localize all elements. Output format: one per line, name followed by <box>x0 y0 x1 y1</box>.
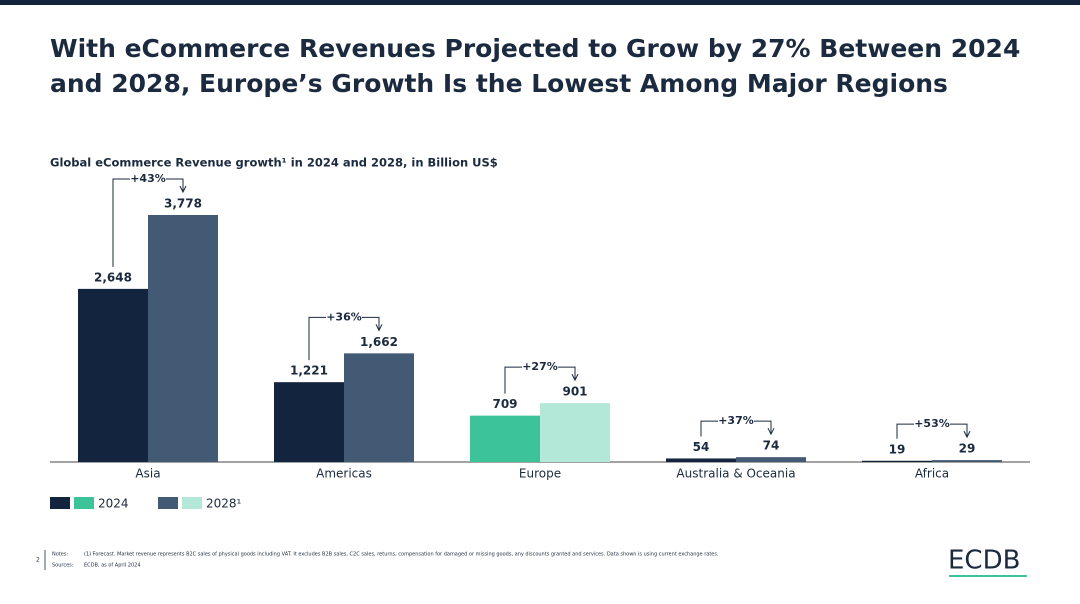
data-label: 1,221 <box>290 364 328 378</box>
data-label: 54 <box>693 440 710 454</box>
bar <box>344 353 414 462</box>
legend-swatch <box>74 497 94 509</box>
data-label: 19 <box>889 442 906 456</box>
growth-bracket <box>700 420 772 437</box>
logo-underline <box>949 575 1027 577</box>
data-label: 74 <box>763 439 780 453</box>
top-bar <box>0 0 1080 5</box>
bar <box>862 460 932 462</box>
bar <box>666 458 736 462</box>
growth-bracket <box>308 316 380 361</box>
bar <box>148 215 218 462</box>
growth-arrow <box>963 430 971 439</box>
sources: ECDB, as of April 2024 <box>84 563 141 569</box>
page-number: 2 <box>36 557 40 564</box>
growth-label: +36% <box>326 310 362 323</box>
notes: (1) Forecast. Market revenue represents … <box>84 552 719 558</box>
data-label: 3,778 <box>164 197 202 211</box>
x-tick-label: Americas <box>316 467 372 481</box>
bar <box>736 457 806 462</box>
x-tick-label: Australia & Oceania <box>676 467 795 481</box>
growth-bracket <box>896 423 968 439</box>
growth-arrow <box>767 427 775 436</box>
notes-label: Notes: <box>52 552 68 558</box>
data-label: 709 <box>492 397 517 411</box>
growth-arrow <box>571 373 579 382</box>
growth-label: +43% <box>130 172 166 185</box>
legend-swatch <box>182 497 202 509</box>
growth-arrow <box>179 185 187 194</box>
legend-swatch <box>50 497 70 509</box>
bar <box>78 288 148 462</box>
growth-arrow <box>375 324 383 332</box>
logo: ECDB <box>948 546 1020 576</box>
data-label: 1,662 <box>360 335 398 349</box>
growth-label: +27% <box>522 360 558 373</box>
bar <box>540 403 610 462</box>
x-tick-label: Africa <box>915 467 949 481</box>
growth-bracket <box>112 178 184 267</box>
legend-label: 2024 <box>98 497 129 511</box>
chart-subtitle: Global eCommerce Revenue growth¹ in 2024… <box>50 156 498 170</box>
sources-label: Sources: <box>52 563 74 569</box>
x-tick-label: Asia <box>135 467 160 481</box>
growth-label: +37% <box>718 414 754 427</box>
legend-label: 2028¹ <box>206 497 242 511</box>
data-label: 901 <box>562 385 587 399</box>
data-label: 29 <box>959 442 976 456</box>
bar <box>470 415 540 462</box>
data-label: 2,648 <box>94 270 132 284</box>
title-line: and 2028, Europe’s Growth Is the Lowest … <box>50 69 948 98</box>
growth-label: +53% <box>914 417 950 430</box>
title-line: With eCommerce Revenues Projected to Gro… <box>50 34 1020 63</box>
x-tick-label: Europe <box>519 467 561 481</box>
legend-swatch <box>158 497 178 509</box>
bar <box>274 382 344 462</box>
bar <box>932 460 1002 462</box>
growth-bracket <box>504 366 576 394</box>
